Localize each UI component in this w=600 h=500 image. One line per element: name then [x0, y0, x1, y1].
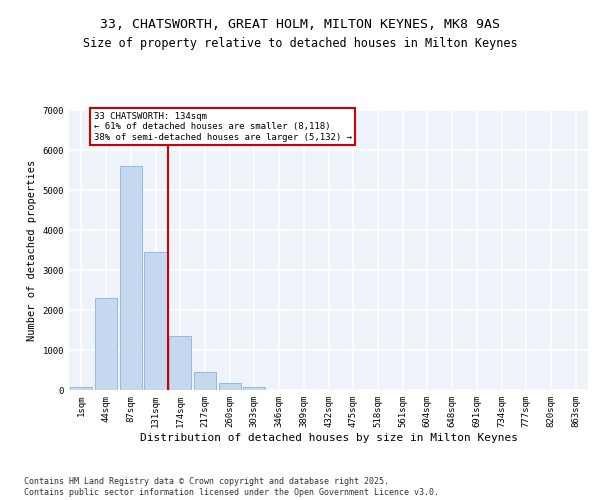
Bar	[145, 252, 167, 390]
Y-axis label: Number of detached properties: Number of detached properties	[27, 160, 37, 340]
Text: Contains HM Land Registry data © Crown copyright and database right 2025.
Contai: Contains HM Land Registry data © Crown c…	[24, 478, 439, 497]
Text: 33 CHATSWORTH: 134sqm
← 61% of detached houses are smaller (8,118)
38% of semi-d: 33 CHATSWORTH: 134sqm ← 61% of detached …	[94, 112, 352, 142]
Bar	[95, 298, 117, 390]
Bar	[169, 336, 191, 390]
Bar	[218, 383, 241, 390]
Text: 33, CHATSWORTH, GREAT HOLM, MILTON KEYNES, MK8 9AS: 33, CHATSWORTH, GREAT HOLM, MILTON KEYNE…	[100, 18, 500, 30]
Text: Size of property relative to detached houses in Milton Keynes: Size of property relative to detached ho…	[83, 38, 517, 51]
Bar	[194, 372, 216, 390]
Bar	[70, 387, 92, 390]
Bar	[119, 166, 142, 390]
X-axis label: Distribution of detached houses by size in Milton Keynes: Distribution of detached houses by size …	[139, 432, 517, 442]
Bar	[243, 387, 265, 390]
